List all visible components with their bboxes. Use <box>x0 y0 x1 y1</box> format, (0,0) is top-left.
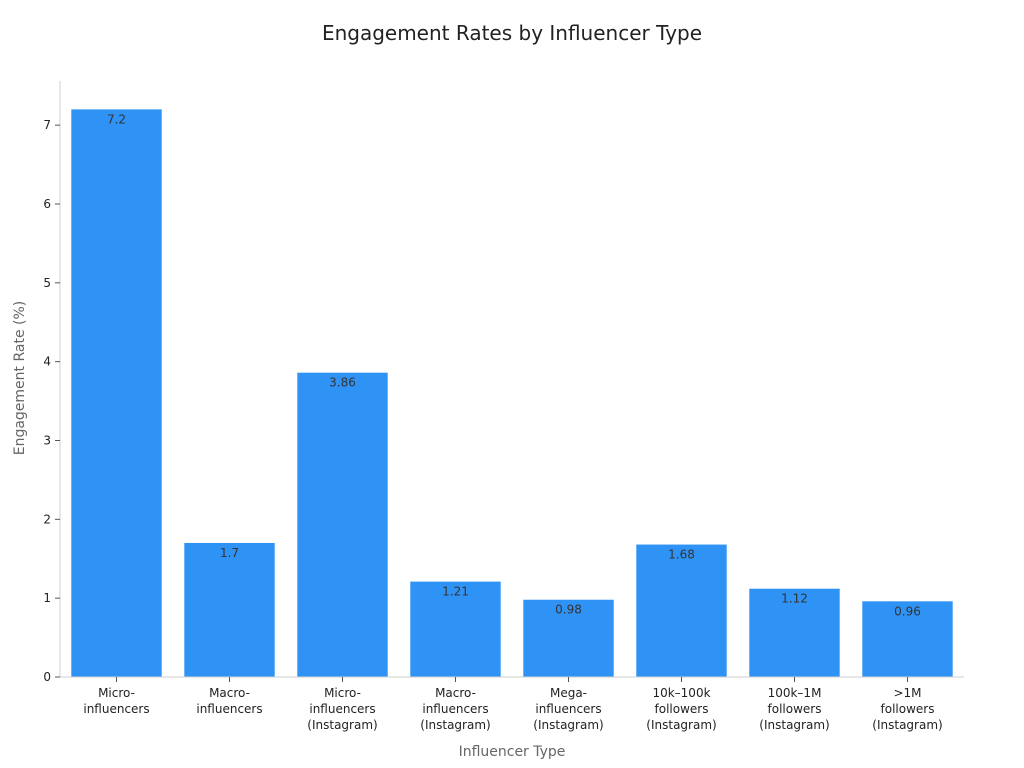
x-tick-label: >1M followers (Instagram) <box>872 686 942 732</box>
bar <box>71 109 162 677</box>
bar-value-label: 1.7 <box>220 546 239 560</box>
bar-value-label: 0.96 <box>894 604 921 618</box>
bar <box>297 372 388 677</box>
y-tick-label: 3 <box>43 433 51 447</box>
x-axis: Micro-influencers Macro-influencers Micro-… <box>60 676 964 732</box>
bars-group: 7.2 1.7 3.86 1.21 0.98 1.68 1.12 0.96 <box>71 109 953 677</box>
y-tick-label: 4 <box>43 355 51 369</box>
x-tick-label: Macro-influencers (Instagram) <box>420 686 490 732</box>
x-tick-label: Macro-influencers <box>196 686 262 716</box>
x-tick-label: Mega-influencers (Instagram) <box>533 686 603 732</box>
y-axis-title: Engagement Rate (%) <box>12 301 28 456</box>
y-tick-label: 7 <box>43 118 51 132</box>
bar-value-label: 0.98 <box>555 603 582 617</box>
x-tick-label: 10k–100k followers (Instagram) <box>646 686 716 732</box>
bar-value-label: 1.21 <box>442 585 469 599</box>
bar <box>523 599 614 677</box>
bar-value-label: 1.68 <box>668 548 695 562</box>
bar-value-label: 1.12 <box>781 592 808 606</box>
bar-value-label: 3.86 <box>329 376 356 390</box>
y-tick-label: 0 <box>43 670 51 684</box>
x-tick-label: Micro-influencers (Instagram) <box>307 686 377 732</box>
y-axis: 0 1 2 3 4 5 6 7 <box>43 81 61 684</box>
x-tick-label: Micro-influencers <box>83 686 149 716</box>
bar-value-label: 7.2 <box>107 112 126 126</box>
bar <box>862 601 953 677</box>
y-tick-label: 6 <box>43 197 51 211</box>
chart-title: Engagement Rates by Influencer Type <box>322 21 702 45</box>
x-axis-title: Influencer Type <box>459 744 566 760</box>
y-tick-label: 5 <box>43 276 51 290</box>
bar <box>749 588 840 677</box>
bar <box>184 542 275 677</box>
bar <box>410 581 501 677</box>
bar <box>636 544 727 677</box>
x-tick-label: 100k–1M followers (Instagram) <box>759 686 829 732</box>
y-tick-label: 2 <box>43 512 51 526</box>
y-tick-label: 1 <box>43 591 51 605</box>
